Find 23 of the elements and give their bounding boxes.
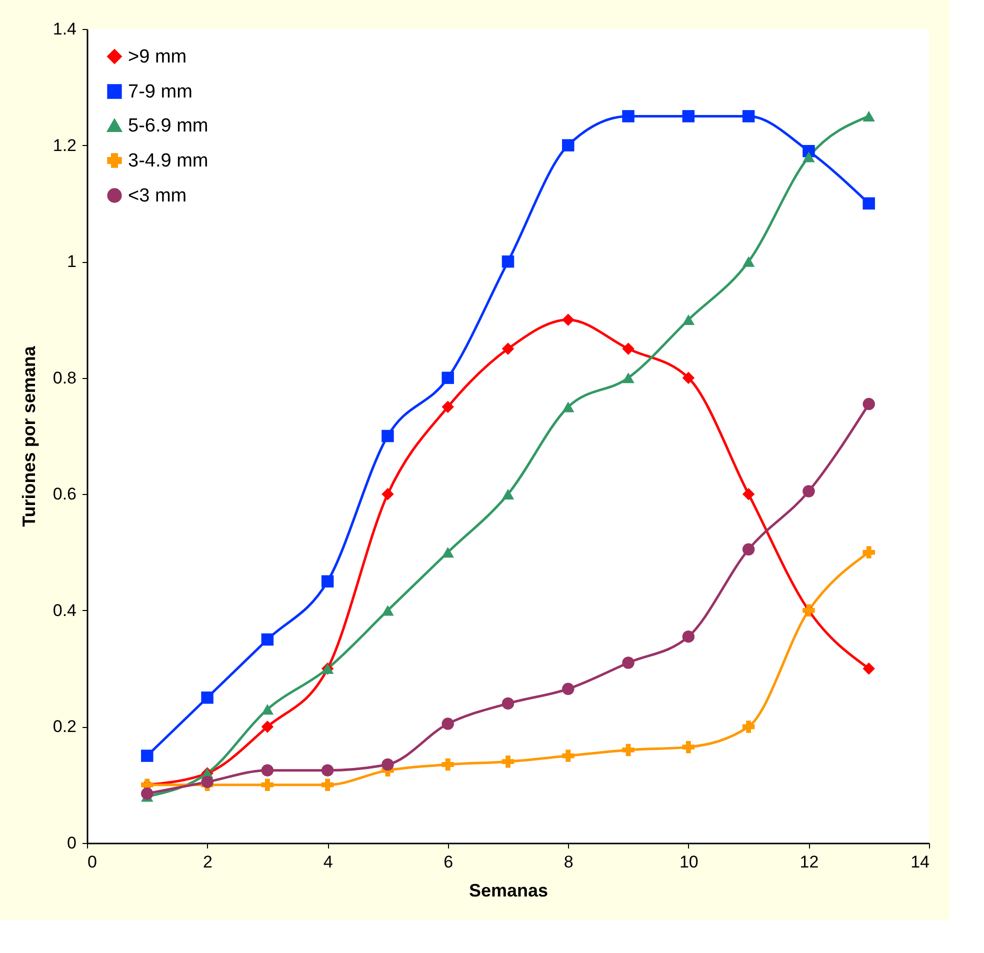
y-tick-label: 0.4 (52, 600, 76, 620)
x-tick-label: 8 (564, 852, 574, 872)
y-tick-label: 1.4 (52, 20, 76, 38)
legend-label: >9 mm (128, 46, 187, 68)
y-tick-label: 1.2 (52, 136, 76, 155)
y-axis-title: Turiones por semana (18, 345, 39, 527)
legend-label: 3-4.9 mm (128, 150, 208, 172)
legend-label: 5-6.9 mm (128, 116, 208, 136)
legend-label: 7-9 mm (128, 82, 192, 102)
x-tick-label: 12 (800, 852, 819, 872)
legend-label: <3 mm (128, 186, 187, 206)
x-tick-label: 0 (88, 852, 97, 872)
y-tick-label: 0 (67, 834, 76, 852)
x-tick-label: 2 (203, 852, 213, 872)
y-tick-label: 0.2 (52, 717, 76, 736)
x-tick-label: 4 (323, 852, 333, 872)
x-tick-label: 14 (910, 852, 930, 872)
x-tick-label: 6 (444, 852, 454, 872)
y-tick-label: 1 (67, 252, 76, 272)
y-tick-label: 0.6 (52, 484, 76, 504)
x-axis-title: Semanas (468, 880, 548, 900)
y-tick-label: 0.8 (52, 368, 76, 388)
x-tick-label: 10 (679, 852, 698, 872)
